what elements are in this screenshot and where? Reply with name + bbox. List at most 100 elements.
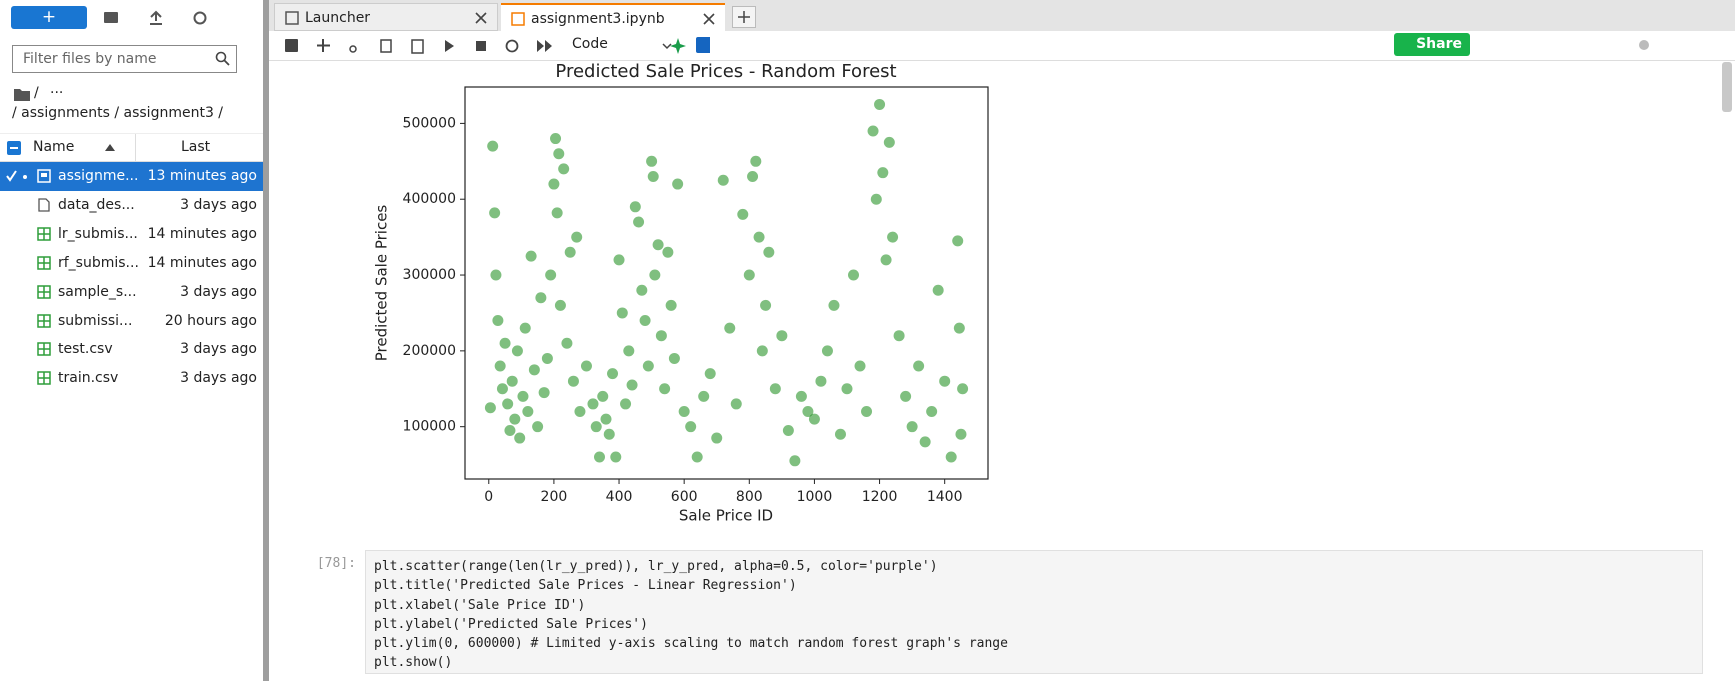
csv-grid [38, 314, 50, 327]
refresh-icon[interactable] [193, 11, 207, 25]
share-button[interactable]: Share [1394, 33, 1470, 56]
point [545, 269, 557, 281]
restart-icon[interactable] [505, 39, 519, 53]
file-row[interactable]: test.csv 3 days ago [0, 335, 263, 364]
point [590, 421, 602, 433]
chart-title: Predicted Sale Prices - Random Forest [555, 61, 896, 82]
breadcrumb[interactable]: / assignments / assignment3 / [12, 105, 224, 121]
point [629, 201, 641, 213]
copy-icon[interactable] [380, 39, 392, 53]
run-icon[interactable] [445, 40, 454, 52]
x-tick-label: 1200 [862, 489, 898, 505]
point [535, 292, 547, 304]
point [528, 364, 540, 376]
new-launcher-button[interactable]: + [11, 6, 87, 29]
tab[interactable]: assignment3.ipynb [501, 3, 725, 31]
point [870, 193, 882, 205]
modified-column-header[interactable]: Last Modified [181, 139, 211, 155]
point [554, 299, 566, 311]
point [551, 207, 563, 219]
insert-cell-icon[interactable] [317, 39, 330, 52]
point [571, 231, 583, 243]
plot-frame [464, 86, 989, 480]
cut-icon[interactable] [349, 45, 357, 53]
point [841, 383, 853, 395]
point [502, 398, 514, 410]
y-axis-label: Predicted Sale Prices [373, 205, 391, 362]
selected-check [6, 170, 27, 182]
tab[interactable]: Launcher [274, 3, 498, 31]
tab-icon-glyph [285, 11, 299, 25]
file-row[interactable]: assignme... 13 minutes ago [0, 162, 263, 191]
close-glyph [475, 12, 487, 24]
x-axis-label: Sale Price ID [679, 507, 773, 525]
code-line: plt.title('Predicted Sale Prices - Linea… [374, 578, 797, 594]
tab-close[interactable] [475, 12, 487, 24]
save-icon[interactable] [285, 39, 298, 52]
y-tick-label: 500000 [403, 115, 456, 131]
file-name: test.csv [58, 341, 113, 358]
point [489, 207, 501, 219]
select-all-checkbox[interactable] [7, 141, 21, 155]
file-row[interactable]: sample_s... 3 days ago [0, 278, 263, 307]
point [514, 432, 526, 444]
interrupt-icon[interactable] [476, 41, 486, 51]
assistant-icons [670, 37, 710, 54]
cell-type-select[interactable]: Code [572, 36, 608, 52]
new-folder-icon[interactable] [104, 12, 118, 23]
point [567, 375, 579, 387]
point [769, 383, 781, 395]
new-tab-button[interactable] [732, 6, 756, 28]
file-row[interactable]: data_des... 3 days ago [0, 191, 263, 220]
ai-icon[interactable] [670, 38, 686, 54]
file-modified: 14 minutes ago [147, 225, 257, 242]
point [789, 455, 801, 467]
file-icon [37, 227, 51, 241]
run-all-icon[interactable] [537, 40, 552, 52]
file-row[interactable]: rf_submis... 14 minutes ago [0, 249, 263, 278]
tab-close[interactable] [703, 13, 715, 25]
file-icon [37, 371, 51, 386]
cell-type-caret[interactable] [662, 43, 672, 50]
tab-icon [285, 11, 299, 25]
point [548, 178, 560, 190]
point [795, 390, 807, 402]
browser-actions [104, 10, 207, 25]
point [955, 428, 967, 440]
path-root[interactable]: / [34, 85, 39, 101]
upload-icon[interactable] [150, 10, 162, 25]
point [756, 345, 768, 357]
name-column-header[interactable]: Name [33, 139, 75, 155]
point [636, 284, 648, 296]
filter-input[interactable]: Filter files by name [12, 45, 237, 73]
point [504, 424, 516, 436]
point [877, 167, 889, 179]
point [782, 424, 794, 436]
point [626, 379, 638, 391]
point [613, 254, 625, 266]
file-row[interactable]: submissi... 20 hours ago [0, 307, 263, 336]
code-cell[interactable]: plt.scatter(range(len(lr_y_pred)), lr_y_… [365, 550, 1703, 674]
toc-icon[interactable] [696, 37, 710, 53]
debug-icon[interactable] [1637, 38, 1651, 52]
file-modified: 13 minutes ago [147, 168, 257, 184]
file-modified: 3 days ago [180, 370, 257, 387]
point [538, 387, 550, 399]
tab-icon-glyph [511, 12, 525, 26]
paste-icon[interactable] [411, 39, 424, 54]
point [880, 254, 892, 266]
file-row[interactable]: lr_submis... 14 minutes ago [0, 220, 263, 249]
point [874, 98, 886, 110]
point [848, 269, 860, 281]
path-more[interactable]: ··· [50, 85, 64, 101]
point [607, 368, 619, 380]
point [662, 246, 674, 258]
code-line: plt.scatter(range(len(lr_y_pred)), lr_y_… [374, 559, 938, 574]
file-icon [37, 169, 51, 183]
sort-arrow [105, 144, 115, 151]
file-row[interactable]: train.csv 3 days ago [0, 364, 263, 393]
scrollbar [1722, 62, 1732, 112]
point [506, 375, 518, 387]
point [672, 178, 684, 190]
file-modified: 3 days ago [180, 283, 257, 300]
